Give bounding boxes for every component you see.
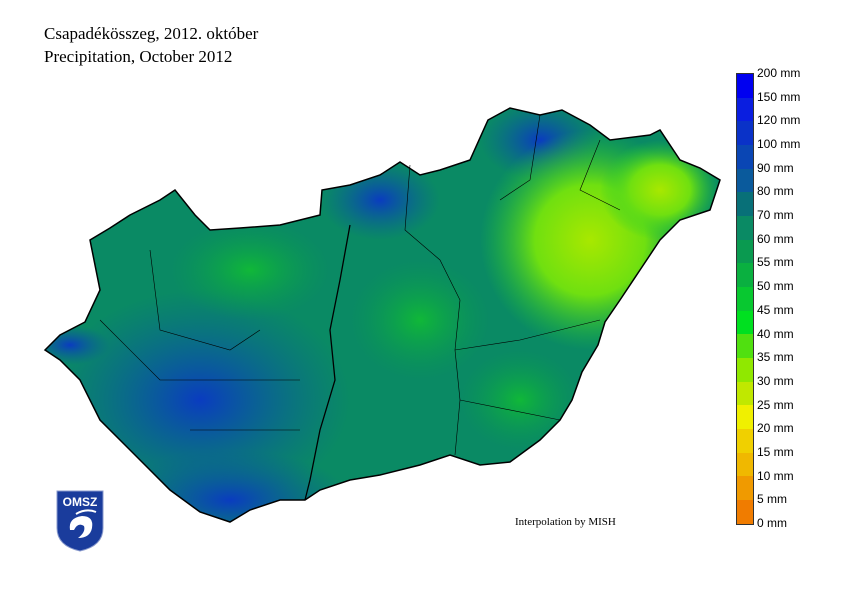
legend-label: 60 mm: [757, 231, 794, 246]
legend-band: [737, 287, 753, 311]
legend-band: [737, 358, 753, 382]
legend-band: [737, 310, 753, 335]
legend-band: [737, 168, 753, 193]
legend-label: 45 mm: [757, 302, 794, 317]
legend-band: [737, 334, 753, 359]
map-title-hungarian: Csapadékösszeg, 2012. október: [44, 24, 259, 43]
legend-band: [737, 192, 753, 217]
legend-label: 0 mm: [757, 516, 787, 530]
legend-label: 150 mm: [757, 89, 801, 104]
interpolation-credit: Interpolation by MISH: [515, 516, 616, 528]
legend-band: [737, 429, 753, 453]
legend-band: [737, 97, 753, 122]
legend-label: 55 mm: [757, 255, 794, 270]
map-title-english: Precipitation, October 2012: [44, 47, 233, 66]
legend-band: [737, 121, 753, 146]
legend-label: 90 mm: [757, 160, 794, 175]
legend-label: 50 mm: [757, 279, 794, 294]
legend-band: [737, 74, 753, 98]
legend-band: [737, 381, 753, 406]
legend-label: 100 mm: [757, 137, 801, 152]
danube-river: [304, 224, 351, 501]
legend-label: 70 mm: [757, 208, 794, 223]
legend-label: 20 mm: [757, 421, 794, 436]
legend-label: 40 mm: [757, 326, 794, 341]
legend-label: 120 mm: [757, 113, 801, 128]
legend-band: [737, 239, 753, 264]
legend-band: [737, 405, 753, 430]
legend-label: 30 mm: [757, 373, 794, 388]
legend-band: [737, 500, 753, 524]
legend-label: 10 mm: [757, 468, 794, 483]
precipitation-legend-bar: [736, 73, 754, 525]
legend-band: [737, 216, 753, 240]
legend-label: 200 mm: [757, 66, 801, 80]
legend-band: [737, 452, 753, 477]
omsz-logo: OMSZ: [56, 490, 104, 552]
svg-text:OMSZ: OMSZ: [63, 495, 98, 509]
legend-label: 80 mm: [757, 184, 794, 199]
legend-band: [737, 263, 753, 288]
legend-band: [737, 145, 753, 169]
legend-label: 15 mm: [757, 444, 794, 459]
legend-band: [737, 476, 753, 501]
legend-label: 5 mm: [757, 492, 787, 507]
legend-label: 25 mm: [757, 397, 794, 412]
legend-label: 35 mm: [757, 350, 794, 365]
county-borders: [99, 114, 621, 456]
